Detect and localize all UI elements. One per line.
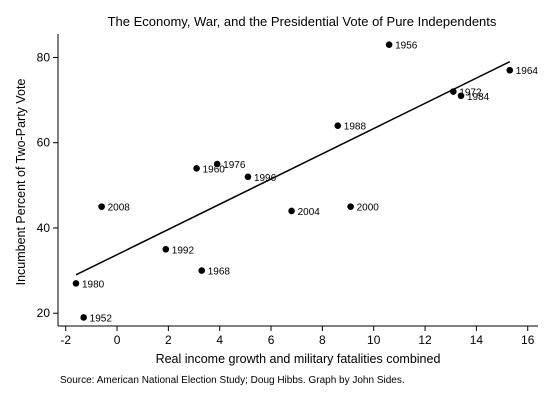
- x-tick-label: 8: [319, 333, 326, 347]
- point-label-2000: 2000: [357, 203, 380, 214]
- source-note: Source: American National Election Study…: [60, 375, 405, 386]
- x-tick-label: -2: [60, 333, 71, 347]
- point-label-1956: 1956: [395, 41, 418, 52]
- y-axis: 20 40 60 80: [37, 34, 59, 326]
- data-point-1952: [80, 314, 87, 321]
- data-point-1992: [162, 245, 170, 253]
- data-point-1972: [449, 88, 457, 95]
- x-tick-label: 14: [470, 333, 484, 347]
- point-label-1960: 1960: [203, 164, 226, 175]
- data-point-2000: [347, 203, 354, 210]
- point-label-1996: 1996: [254, 173, 277, 184]
- point-label-1992: 1992: [172, 245, 195, 256]
- x-axis: -2 0 2 4 6 8 10 12 14 16: [58, 325, 538, 347]
- x-tick-label: 4: [216, 333, 223, 347]
- data-point-1996: [244, 173, 252, 181]
- x-tick-label: 0: [114, 333, 121, 347]
- x-tick-label: 10: [367, 333, 381, 347]
- y-tick-label: 60: [37, 136, 51, 150]
- y-tick-label: 40: [37, 221, 51, 235]
- point-label-2008: 2008: [108, 203, 131, 214]
- x-tick-label: 12: [418, 333, 432, 347]
- data-point-1960: [193, 164, 200, 172]
- point-label-1988: 1988: [344, 122, 367, 133]
- point-label-1980: 1980: [82, 279, 105, 290]
- x-tick-label: 2: [165, 333, 172, 347]
- data-point-1964: [506, 66, 514, 74]
- data-point-2004: [288, 207, 295, 215]
- point-label-1964: 1964: [516, 66, 539, 77]
- y-tick-label: 80: [37, 50, 51, 64]
- y-axis-label: Incumbent Percent of Two-Party Vote: [14, 79, 28, 286]
- fit-line: [75, 61, 511, 276]
- x-tick-label: 6: [268, 333, 275, 347]
- point-label-1984: 1984: [467, 92, 490, 103]
- fit-line-group: [75, 61, 511, 276]
- x-axis-label: Real income growth and military fataliti…: [156, 352, 441, 366]
- data-point-1988: [334, 122, 342, 129]
- point-label-1952: 1952: [90, 313, 113, 324]
- data-point-1956: [385, 41, 393, 48]
- point-label-1968: 1968: [208, 267, 231, 278]
- data-point-2008: [98, 203, 105, 210]
- x-tick-label: 16: [521, 333, 535, 347]
- point-label-2004: 2004: [298, 207, 321, 218]
- chart-title: The Economy, War, and the Presidential V…: [108, 14, 497, 29]
- data-point-1968: [198, 267, 206, 274]
- y-tick-label: 20: [37, 306, 51, 320]
- data-point-1980: [72, 280, 80, 287]
- point-label-1976: 1976: [223, 160, 246, 171]
- point-label-1972: 1972: [459, 88, 482, 99]
- data-point-1976: [213, 160, 221, 168]
- data-point-1984: [457, 92, 465, 100]
